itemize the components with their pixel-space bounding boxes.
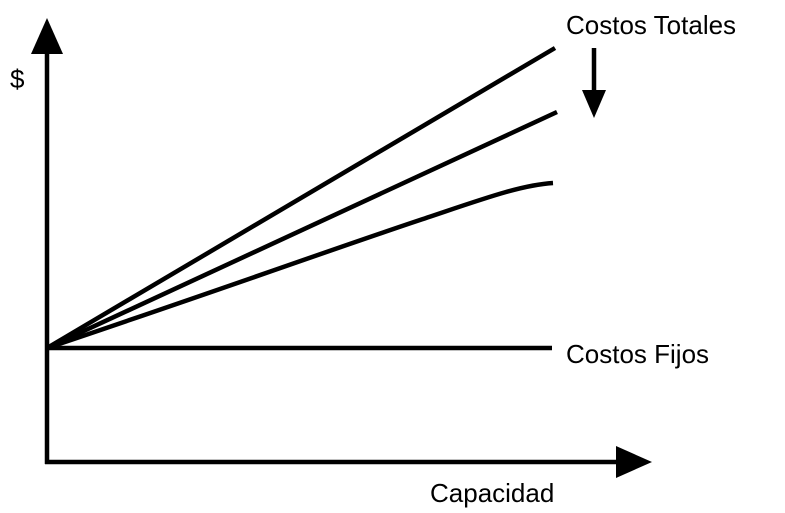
total-cost-line-high [45, 46, 557, 350]
total-cost-line-mid [46, 109, 558, 351]
total-cost-curve [46, 180, 554, 351]
x-axis-arrow [616, 446, 652, 478]
y-axis-label: $ [10, 64, 25, 94]
down-arrow-head [582, 90, 606, 118]
total-costs-label: Costos Totales [566, 10, 736, 40]
fixed-costs-label: Costos Fijos [566, 339, 709, 369]
y-axis-arrow [31, 18, 63, 54]
x-axis-label: Capacidad [430, 478, 554, 508]
